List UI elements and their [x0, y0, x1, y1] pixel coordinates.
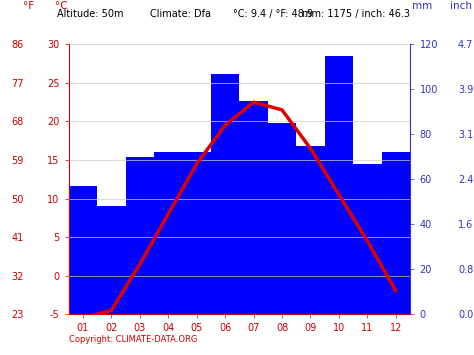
Bar — [69, 186, 97, 314]
Bar — [239, 100, 268, 314]
Text: Altitude: 50m: Altitude: 50m — [57, 9, 123, 19]
Bar — [97, 206, 126, 314]
Bar — [353, 164, 382, 314]
Bar — [182, 152, 211, 314]
Bar — [154, 152, 182, 314]
Text: Copyright: CLIMATE-DATA.ORG: Copyright: CLIMATE-DATA.ORG — [69, 335, 197, 344]
Bar — [126, 157, 154, 314]
Text: mm: 1175 / inch: 46.3: mm: 1175 / inch: 46.3 — [301, 9, 410, 19]
Bar — [296, 146, 325, 314]
Bar — [211, 73, 239, 314]
Text: °F: °F — [23, 1, 34, 11]
Bar — [268, 123, 296, 314]
Text: inch: inch — [450, 1, 472, 11]
Bar — [325, 56, 353, 314]
Text: °C: 9.4 / °F: 48.9: °C: 9.4 / °F: 48.9 — [233, 9, 312, 19]
Text: Climate: Dfa: Climate: Dfa — [150, 9, 210, 19]
Text: mm: mm — [412, 1, 432, 11]
Bar — [382, 152, 410, 314]
Text: °C: °C — [55, 1, 68, 11]
